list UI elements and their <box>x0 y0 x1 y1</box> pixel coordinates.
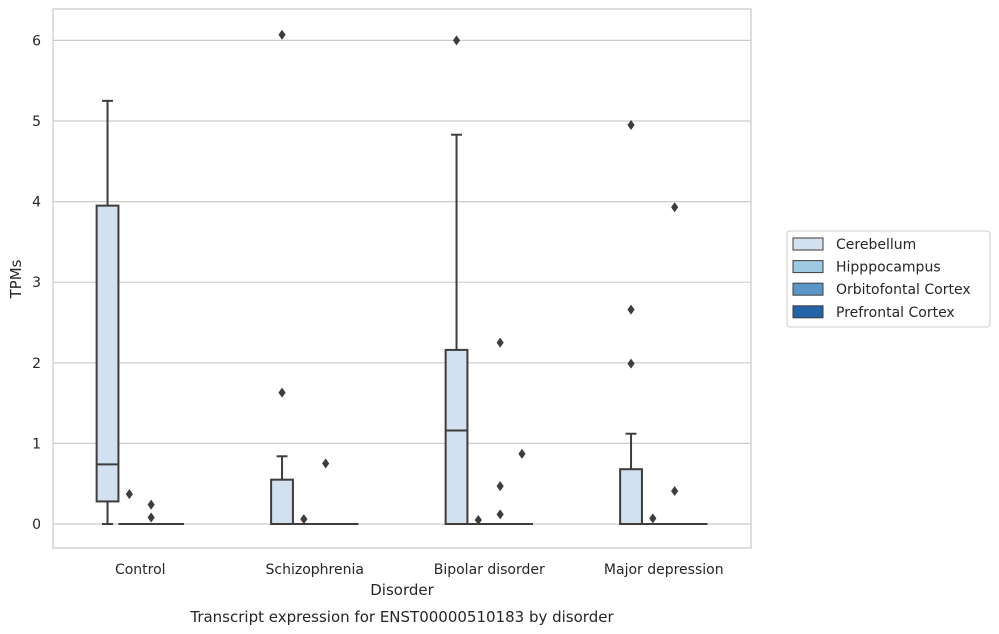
legend-label: Prefrontal Cortex <box>836 305 955 321</box>
outlier-point <box>671 485 679 496</box>
box-cerebellum <box>270 29 294 526</box>
box-prefrontal-cortex <box>511 448 533 525</box>
box-orbitofontal-cortex <box>663 202 686 525</box>
y-tick-label: 2 <box>32 356 41 372</box>
outlier-point <box>452 35 461 46</box>
box-rect <box>95 204 120 503</box>
outlier-point <box>322 458 330 469</box>
legend-item: Cerebellum <box>792 237 916 253</box>
outlier-point <box>147 499 155 510</box>
box-orbitofontal-cortex <box>489 337 512 525</box>
outlier-point <box>627 358 635 369</box>
box-rect <box>270 478 294 526</box>
outlier-point <box>496 337 504 348</box>
outlier-point <box>649 513 657 524</box>
box-cerebellum <box>444 35 469 525</box>
legend-item: Hipppocampus <box>792 260 941 276</box>
box-series <box>95 29 708 526</box>
legend-swatch <box>792 305 824 319</box>
box-rect <box>619 468 643 525</box>
legend-frame <box>786 230 991 328</box>
outlier-point <box>278 29 286 40</box>
box-orbitofontal-cortex <box>140 499 163 525</box>
x-axis-label: Disorder <box>370 581 434 599</box>
y-tick-label: 3 <box>32 275 41 291</box>
legend-label: Cerebellum <box>836 237 916 253</box>
outlier-point <box>278 387 286 398</box>
outlier-point <box>474 514 482 525</box>
legend-label: Orbitofontal Cortex <box>836 282 971 298</box>
x-tick-labels: Control Schizophrenia Bipolar disorder Majo… <box>115 562 724 578</box>
y-tick-label: 0 <box>32 517 41 533</box>
outlier-point <box>671 202 679 213</box>
outlier-point <box>496 509 504 520</box>
outlier-point <box>125 489 133 500</box>
legend-label: Hipppocampus <box>836 260 941 276</box>
x-tick-label: Control <box>115 562 166 578</box>
legend-swatch <box>792 260 824 274</box>
x-tick-label: Major depression <box>604 562 724 578</box>
grid-lines <box>53 39 751 525</box>
outlier-point <box>300 514 308 525</box>
box-hipppocampus <box>641 513 664 525</box>
y-tick-label: 5 <box>32 114 41 130</box>
legend-item: Orbitofontal Cortex <box>792 282 971 298</box>
y-tick-labels: 0 1 2 3 4 5 6 <box>32 33 41 533</box>
y-axis-label: TPMs <box>7 259 25 299</box>
box-cerebellum <box>619 120 643 525</box>
box-cerebellum <box>95 99 120 525</box>
y-tick-label: 4 <box>32 195 41 211</box>
plot-frame <box>52 8 752 549</box>
box-orbitofontal-cortex <box>314 458 337 525</box>
legend: Cerebellum Hipppocampus Orbitofontal Corte… <box>786 230 991 328</box>
chart-caption: Transcript expression for ENST0000051018… <box>189 608 614 626</box>
box-hipppocampus <box>292 514 315 525</box>
outlier-point <box>627 120 635 131</box>
outlier-point <box>518 448 526 459</box>
box-hipppocampus <box>118 489 141 525</box>
y-tick-label: 1 <box>32 436 41 452</box>
x-tick-label: Bipolar disorder <box>434 562 545 578</box>
legend-swatch <box>792 282 824 296</box>
y-tick-label: 6 <box>32 33 41 49</box>
outlier-point <box>627 304 635 315</box>
legend-swatch <box>792 237 824 251</box>
outlier-point <box>147 512 155 523</box>
outlier-point <box>496 481 504 492</box>
box-hipppocampus <box>467 514 490 525</box>
x-tick-label: Schizophrenia <box>266 562 364 578</box>
box-rect <box>444 348 469 525</box>
legend-item: Prefrontal Cortex <box>792 305 955 321</box>
